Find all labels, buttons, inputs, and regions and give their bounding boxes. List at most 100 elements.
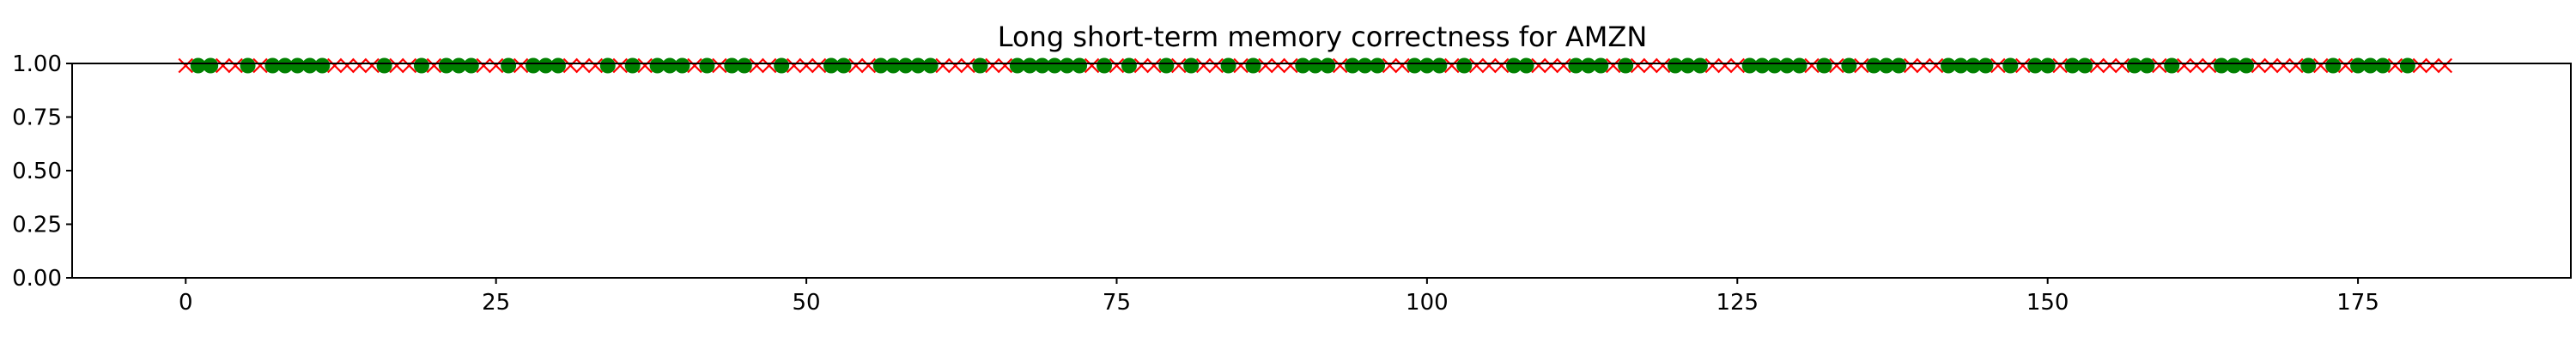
correct-point	[1593, 57, 1609, 74]
incorrect-point	[587, 57, 604, 74]
correct-point	[1295, 57, 1311, 74]
incorrect-point	[1493, 57, 1510, 74]
correct-point	[674, 57, 690, 74]
correct-point	[1320, 57, 1336, 74]
correct-point	[1965, 57, 1981, 74]
y-tick-label: 0.50	[12, 159, 62, 184]
correct-point	[1680, 57, 1696, 74]
incorrect-point	[2014, 57, 2031, 74]
incorrect-point	[426, 57, 442, 74]
incorrect-points	[178, 57, 2453, 74]
correct-point	[1568, 57, 1584, 74]
incorrect-point	[637, 57, 653, 74]
incorrect-point	[178, 57, 194, 74]
correct-point	[550, 57, 566, 74]
correct-point	[376, 57, 392, 74]
correct-point	[1754, 57, 1771, 74]
x-tick-label: 125	[1716, 290, 1759, 316]
correct-point	[1618, 57, 1634, 74]
correct-point	[1741, 57, 1758, 74]
correct-point	[1097, 57, 1113, 74]
y-tick-label: 0.25	[12, 213, 62, 238]
x-tick-label: 150	[2026, 290, 2069, 316]
incorrect-point	[985, 57, 1000, 74]
incorrect-point	[761, 57, 777, 74]
correct-point	[1220, 57, 1236, 74]
incorrect-point	[488, 57, 504, 74]
incorrect-point	[2288, 57, 2304, 74]
correct-point	[599, 57, 616, 74]
incorrect-point	[1704, 57, 1721, 74]
correct-point	[2164, 57, 2180, 74]
incorrect-point	[1270, 57, 1286, 74]
correct-point	[1158, 57, 1175, 74]
correct-point	[264, 57, 281, 74]
correct-point	[1357, 57, 1373, 74]
incorrect-point	[351, 57, 368, 74]
correct-point	[1953, 57, 1969, 74]
correct-point	[1580, 57, 1596, 74]
incorrect-point	[860, 57, 877, 74]
incorrect-point	[401, 57, 417, 74]
incorrect-point	[2412, 57, 2428, 74]
correct-point	[1766, 57, 1783, 74]
incorrect-point	[1630, 57, 1646, 74]
incorrect-point	[1258, 57, 1273, 74]
incorrect-point	[1109, 57, 1125, 74]
incorrect-point	[947, 57, 963, 74]
correct-point	[1456, 57, 1473, 74]
correct-point	[1518, 57, 1534, 74]
incorrect-point	[1531, 57, 1546, 74]
incorrect-point	[799, 57, 814, 74]
correct-point	[823, 57, 839, 74]
correct-point	[1121, 57, 1137, 74]
correct-point	[314, 57, 331, 74]
correct-point	[240, 57, 256, 74]
incorrect-point	[1990, 57, 2006, 74]
correct-point	[190, 57, 206, 74]
incorrect-point	[2263, 57, 2279, 74]
correct-point	[2214, 57, 2230, 74]
incorrect-point	[786, 57, 802, 74]
incorrect-point	[326, 57, 343, 74]
incorrect-point	[1084, 57, 1100, 74]
correct-point	[2139, 57, 2155, 74]
correct-point	[872, 57, 889, 74]
correct-point	[501, 57, 517, 74]
correct-point	[2399, 57, 2415, 74]
correct-point	[438, 57, 454, 74]
chart-title: Long short-term memory correctness for A…	[998, 21, 1648, 53]
incorrect-point	[687, 57, 702, 74]
y-axis: 0.00 0.25 0.50 0.75 1.00	[12, 51, 72, 292]
correct-point	[649, 57, 665, 74]
correct-point	[835, 57, 852, 74]
correct-point	[2039, 57, 2056, 74]
incorrect-point	[1133, 57, 1150, 74]
x-tick-label: 75	[1103, 290, 1131, 316]
incorrect-point	[935, 57, 951, 74]
correct-point	[2362, 57, 2379, 74]
incorrect-point	[2052, 57, 2068, 74]
incorrect-point	[2102, 57, 2117, 74]
incorrect-point	[1283, 57, 1298, 74]
incorrect-point	[2425, 57, 2440, 74]
incorrect-point	[1170, 57, 1187, 74]
correct-point	[922, 57, 939, 74]
incorrect-point	[1643, 57, 1658, 74]
incorrect-point	[252, 57, 268, 74]
incorrect-point	[2152, 57, 2167, 74]
incorrect-point	[1804, 57, 1820, 74]
incorrect-point	[1543, 57, 1559, 74]
x-tick-label: 50	[793, 290, 821, 316]
incorrect-point	[2437, 57, 2453, 74]
correct-point	[1692, 57, 1708, 74]
correct-point	[1816, 57, 1832, 74]
correct-point	[1431, 57, 1448, 74]
correct-point	[2064, 57, 2081, 74]
correct-point	[724, 57, 740, 74]
correct-point	[1941, 57, 1957, 74]
incorrect-point	[1916, 57, 1931, 74]
incorrect-point	[2089, 57, 2105, 74]
incorrect-point	[749, 57, 765, 74]
incorrect-point	[2189, 57, 2204, 74]
